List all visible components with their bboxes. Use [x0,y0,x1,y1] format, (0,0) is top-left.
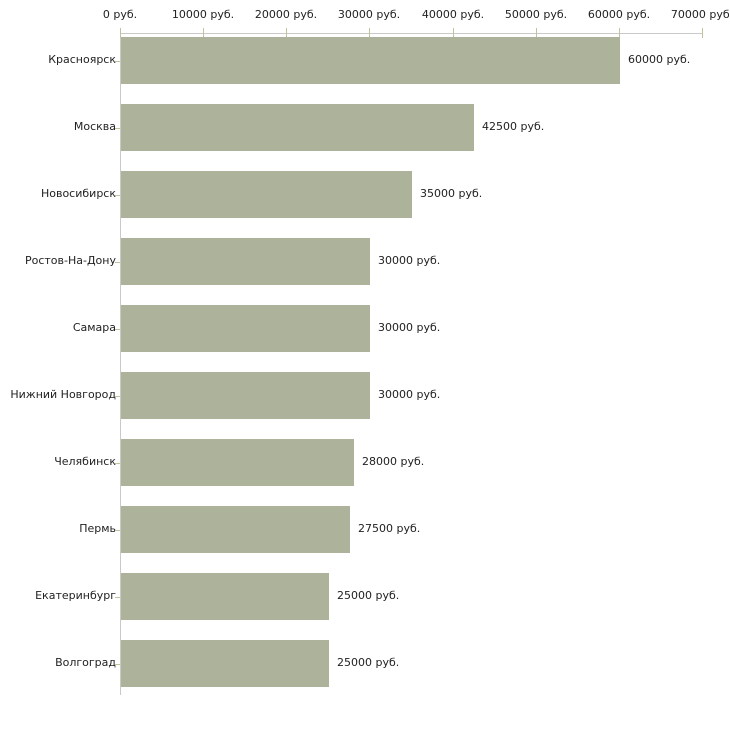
x-axis-tick [453,28,454,38]
y-axis-tick [115,664,120,665]
y-axis-tick [115,530,120,531]
x-axis-tick-label: 30000 руб. [337,8,401,21]
value-label: 35000 руб. [420,186,483,200]
bar [121,573,329,620]
x-axis-tick-label: 0 руб. [102,8,138,21]
category-label: Новосибирск [40,186,116,200]
bar [121,238,370,285]
value-label: 27500 руб. [358,521,421,535]
y-axis-line [120,33,121,695]
value-label: 30000 руб. [378,320,441,334]
x-axis-tick [619,28,620,38]
x-axis-tick-label: 50000 руб. [504,8,568,21]
category-label: Красноярск [48,52,116,66]
category-label: Москва [73,119,116,133]
bar [121,506,350,553]
y-axis-tick [115,61,120,62]
value-label: 25000 руб. [337,588,400,602]
x-axis-tick-label: 60000 руб. [587,8,651,21]
category-label: Екатеринбург [35,588,116,602]
x-axis-tick [286,28,287,38]
x-axis-tick-label: 70000 руб. [670,8,730,21]
x-axis-tick-label: 40000 руб. [421,8,485,21]
value-label: 30000 руб. [378,253,441,267]
x-axis-tick [203,28,204,38]
bar [121,37,620,84]
y-axis-tick [115,463,120,464]
bar [121,640,329,687]
y-axis-tick [115,329,120,330]
category-label: Ростов-На-Дону [24,253,116,267]
x-axis-tick [120,28,121,38]
bar [121,372,370,419]
category-label: Челябинск [54,454,116,468]
y-axis-tick [115,262,120,263]
x-axis-tick [536,28,537,38]
category-label: Самара [72,320,116,334]
y-axis-tick [115,128,120,129]
category-label: Волгоград [55,655,116,669]
bar [121,104,474,151]
category-label: Нижний Новгород [10,387,116,401]
x-axis-tick-label: 10000 руб. [171,8,235,21]
y-axis-tick [115,195,120,196]
bar [121,439,354,486]
x-axis-line [120,33,702,34]
x-axis-tick-label: 20000 руб. [254,8,318,21]
category-label: Пермь [79,521,116,535]
value-label: 28000 руб. [362,454,425,468]
value-label: 30000 руб. [378,387,441,401]
y-axis-tick [115,597,120,598]
value-label: 42500 руб. [482,119,545,133]
bar [121,171,412,218]
y-axis-tick [115,396,120,397]
value-label: 25000 руб. [337,655,400,669]
bar [121,305,370,352]
value-label: 60000 руб. [628,52,691,66]
x-axis-tick [369,28,370,38]
x-axis-tick [702,28,703,38]
